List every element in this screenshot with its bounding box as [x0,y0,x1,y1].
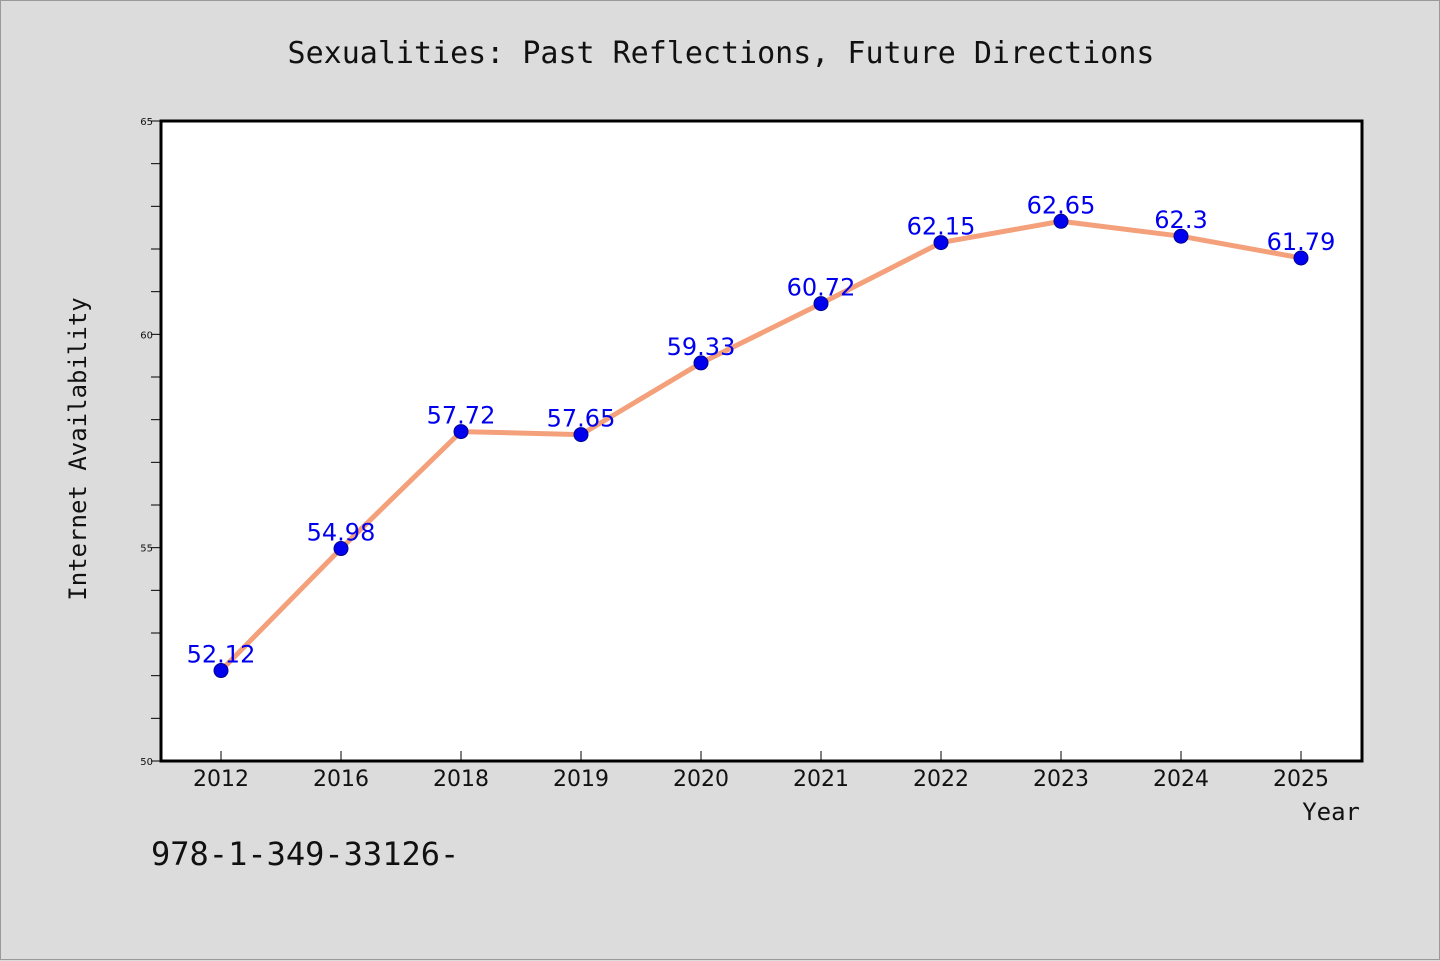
data-value-label: 62.3 [1154,206,1207,234]
x-tick-label: 2018 [433,767,489,792]
data-point-marker [333,541,349,557]
y-axis-ticks [151,120,161,762]
data-point-marker [933,235,949,251]
x-tick-label: 2020 [673,767,729,792]
x-tick-label: 2016 [313,767,369,792]
x-tick-label: 2024 [1153,767,1209,792]
x-tick-label: 2012 [193,767,249,792]
data-point-marker [813,296,829,312]
data-value-label: 54.98 [307,519,376,547]
x-tick-label: 2021 [793,767,849,792]
data-point-marker [573,427,589,443]
x-axis-tick-labels: 2012 2016 2018 2019 2020 2021 2022 2023 2024 2025 [193,767,1329,792]
x-tick-label: 2023 [1033,767,1089,792]
data-value-label: 57.65 [547,405,616,433]
x-tick-label: 2019 [553,767,609,792]
data-point-marker [1053,213,1069,229]
data-value-label: 59.33 [667,333,736,361]
x-axis-label: Year [1302,798,1360,826]
y-axis-label: Internet Availability [64,297,92,600]
series-line [218,218,1304,674]
data-value-label: 62.65 [1027,191,1096,219]
y-axis-tick-labels: 50 55 60 65 [140,117,153,768]
data-point-marker [1293,250,1309,266]
chart-title: Sexualities: Past Reflections, Future Di… [288,36,1155,71]
y-tick-label: 65 [140,117,153,128]
x-tick-label: 2022 [913,767,969,792]
data-value-label: 57.72 [427,402,496,430]
data-value-label: 60.72 [787,274,856,302]
x-tick-label: 2025 [1273,767,1329,792]
data-value-label: 62.15 [907,213,976,241]
footer-isbn-text: 978-1-349-33126- [151,835,459,873]
data-point-marker [1173,228,1189,244]
series-line-group [213,213,1309,679]
y-tick-label: 55 [140,544,153,555]
data-value-label: 52.12 [187,641,256,669]
y-tick-label: 60 [140,330,153,341]
y-tick-label: 50 [140,757,153,768]
data-value-label: 61.79 [1267,228,1336,256]
plot-area [159,119,1364,763]
data-point-marker [453,424,469,440]
data-point-marker [213,663,229,679]
data-point-marker [693,355,709,371]
data-labels: 52.12 54.98 57.72 57.65 59.33 60.72 62.15 62.65… [187,191,1336,668]
x-axis-ticks [220,751,1302,761]
